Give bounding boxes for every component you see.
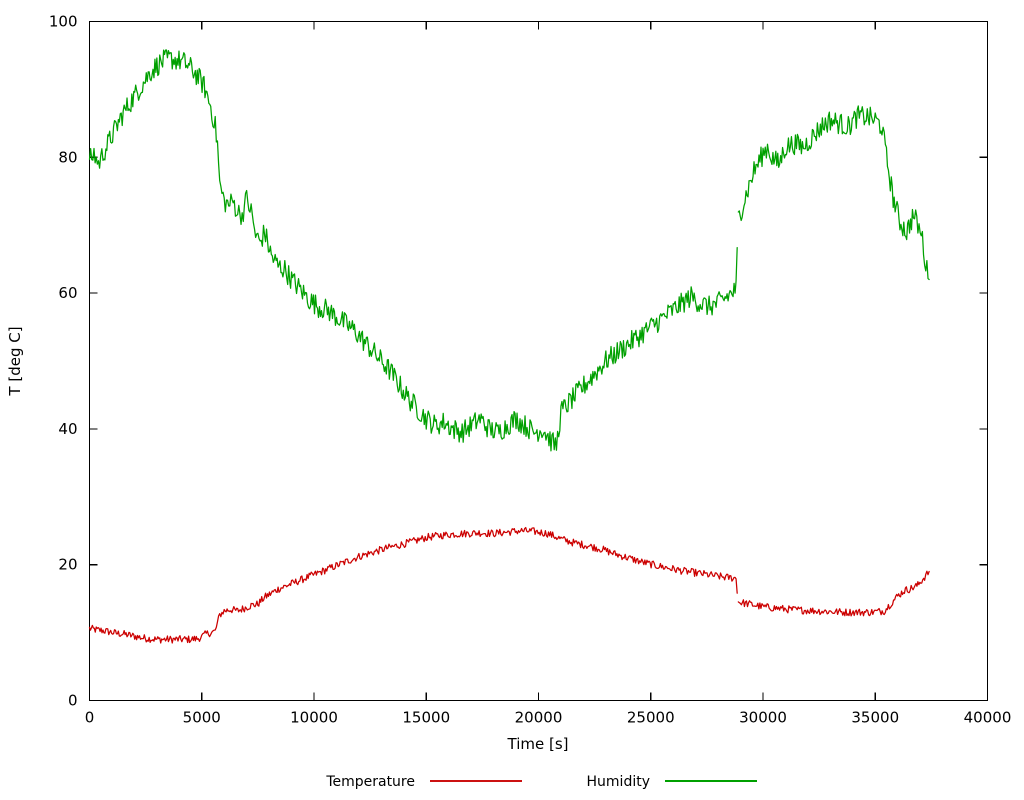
series-temperature — [88, 526, 930, 644]
x-tick-label: 25000 — [627, 709, 675, 727]
x-tick-label: 0 — [85, 709, 95, 727]
data-series-group — [88, 49, 930, 644]
y-tick-label: 20 — [58, 556, 77, 574]
x-tick-label: 30000 — [739, 709, 787, 727]
plot-frame — [88, 20, 989, 702]
series-humidity — [88, 49, 930, 452]
series-line-humidity — [88, 49, 738, 452]
y-axis-title: T [deg C] — [6, 326, 24, 396]
legend-label-humidity: Humidity — [587, 774, 650, 790]
legend-label-temperature: Temperature — [325, 774, 415, 790]
series-line-humidity — [737, 105, 930, 281]
x-tick-label: 10000 — [290, 709, 338, 727]
axis-tick-labels: 0 5000 10000 15000 20000 25000 30000 35000 40000… — [49, 13, 1012, 727]
x-tick-label: 35000 — [851, 709, 899, 727]
x-tick-label: 5000 — [183, 709, 221, 727]
series-line-temperature — [737, 570, 930, 617]
chart-legend: Temperature Humidity — [325, 774, 757, 790]
x-tick-label: 15000 — [402, 709, 450, 727]
y-tick-label: 100 — [49, 13, 78, 31]
series-line-temperature — [88, 526, 738, 644]
y-tick-label: 60 — [58, 284, 77, 302]
y-tick-label: 80 — [58, 148, 77, 166]
x-tick-label: 40000 — [964, 709, 1012, 727]
y-tick-label: 40 — [58, 420, 77, 438]
x-axis-title: Time [s] — [507, 735, 569, 753]
x-tick-label: 20000 — [515, 709, 563, 727]
y-tick-label: 0 — [68, 692, 78, 710]
